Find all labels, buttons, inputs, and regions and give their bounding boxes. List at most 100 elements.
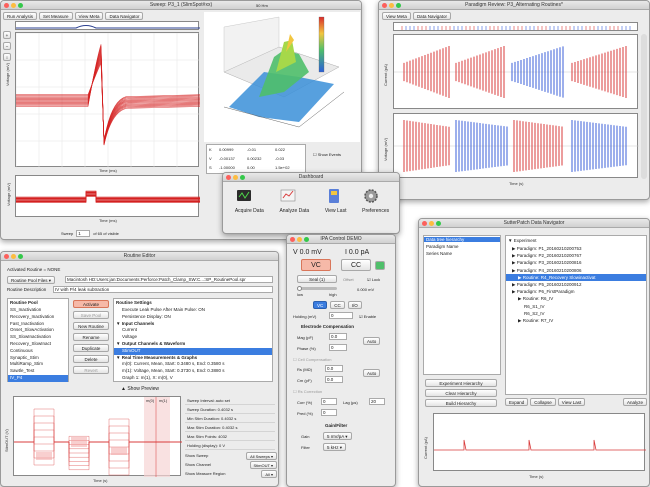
phase-field[interactable]: 0 (329, 344, 347, 351)
data-navigator-button[interactable]: Data Navigator (412, 12, 451, 20)
hierarchy-list[interactable]: Data tree hierarchy Paradigm Name Series… (423, 235, 501, 375)
close-icon[interactable] (4, 3, 9, 8)
set-measure-button[interactable]: Set Measure (39, 12, 73, 20)
cc-clamp-button[interactable]: CC (341, 259, 371, 271)
sweep-overview[interactable] (15, 21, 200, 30)
filter-select[interactable]: 5 kHz ▾ (323, 443, 347, 451)
lag-field[interactable]: 20 (369, 398, 385, 405)
minimize-icon[interactable] (233, 175, 238, 180)
routine-pool-item[interactable]: Sawtle_Test (10, 368, 35, 374)
build-hierarchy-button[interactable]: Build Hierarchy (425, 399, 497, 407)
tree-item[interactable]: ▶ Paradigm: P4_20160210200806 (506, 267, 646, 274)
routine-pool-item[interactable]: Continuous (10, 347, 33, 353)
routine-setting-item[interactable]: Execute Leak Pulse After Main Pulse: ON (122, 307, 206, 312)
routine-pool-item[interactable]: SS_SlowInactivation (10, 334, 52, 340)
routine-pool-files-select[interactable]: Routine Pool Files ▾ (7, 276, 56, 284)
tree-item[interactable]: ▶ Routine: R7_IV (506, 317, 646, 324)
mag-field[interactable]: 0.0 (329, 333, 347, 340)
seal-button[interactable]: Seal (1) (297, 275, 337, 283)
disclosure-icon[interactable]: ▶ (512, 289, 517, 295)
paradigm-scrollbar[interactable] (641, 34, 647, 179)
minimize-icon[interactable] (429, 221, 434, 226)
minimize-icon[interactable] (297, 237, 302, 242)
fit-icon[interactable]: ↕ (3, 53, 11, 61)
gain-select[interactable]: 5 mV/pA ▾ (323, 432, 352, 440)
show-channel-select[interactable]: StimOUT ▾ (249, 460, 277, 469)
zoom-icon[interactable] (240, 175, 245, 180)
cm-field[interactable]: 0.0 (325, 376, 343, 383)
mode-cc-button[interactable]: CC (330, 301, 345, 309)
rs-correction-checkbox[interactable]: ☐ Rs Correction (293, 389, 323, 394)
3d-surface-plot[interactable] (204, 12, 360, 142)
rs-field[interactable]: 0.0 (325, 365, 343, 372)
expand-button[interactable]: Expand (505, 398, 529, 406)
corr-field[interactable]: 0 (321, 398, 337, 405)
mode-vc-button[interactable]: VC (313, 301, 328, 309)
enable-checkbox[interactable]: ☑ Enable (359, 314, 377, 319)
routine-setting-item[interactable]: ▼ Input Channels (116, 320, 155, 326)
disclosure-icon[interactable]: ▶ (512, 267, 517, 273)
routine-pool-item[interactable]: Recovery_SlowInact (10, 340, 52, 346)
view-last-button[interactable]: View Last (325, 187, 346, 214)
zoom-out-icon[interactable]: − (3, 42, 11, 50)
routine-pool-item[interactable]: MultiRamp_Stim (10, 361, 44, 367)
zoom-icon[interactable] (18, 254, 23, 259)
view-meta-button[interactable]: View Meta (74, 12, 104, 20)
seal-slider[interactable] (297, 286, 337, 291)
tree-item[interactable]: ▶ Paradigm: P6_FirstParadigm (506, 288, 646, 295)
zoom-icon[interactable] (18, 3, 23, 8)
experiment-tree[interactable]: ▼ Experiment ▶ Paradigm: P1_201602102007… (505, 235, 647, 395)
paradigm-current-plot[interactable] (393, 34, 639, 109)
routine-setting-item[interactable]: Persistence Display: ON (122, 313, 171, 319)
analyze-data-button[interactable]: Analyze Data (279, 187, 309, 214)
close-icon[interactable] (226, 175, 231, 180)
paradigm-voltage-plot[interactable] (393, 113, 639, 178)
routine-setting-item[interactable]: m(1): Voltage, Mean, Start: 0.3730 s, En… (122, 368, 225, 374)
view-last-button[interactable]: View Last (557, 398, 586, 406)
navigator-preview-plot[interactable] (433, 413, 646, 471)
show-events-checkbox[interactable]: ☐ Show Events (313, 152, 342, 157)
disclosure-icon[interactable]: ▶ (518, 317, 523, 323)
routine-setting-item[interactable]: Graph 1: m(1), X: m(0), V (122, 374, 173, 380)
hierarchy-item[interactable]: Series Name (426, 251, 453, 256)
acquire-data-button[interactable]: Acquire Data (235, 187, 264, 214)
routine-setting-item[interactable]: ▼ Real Time Measurements & Graphs (116, 354, 198, 360)
routine-setting-item[interactable]: StimOUT (114, 347, 272, 355)
cell-auto-button[interactable]: Auto (363, 369, 381, 377)
zoom-icon[interactable] (304, 237, 309, 242)
disclosure-icon[interactable]: ▶ (518, 296, 523, 302)
tree-item[interactable]: ▶ Paradigm: P3_20160210200816 (506, 259, 646, 266)
routine-pool-item[interactable]: Onset_SlowActivation (10, 327, 54, 333)
routine-pool-item[interactable]: Synaptic_Stim (10, 354, 39, 360)
routine-pool-item[interactable]: Recovery_Inactivation (10, 313, 55, 319)
revert-button[interactable]: Revert (73, 366, 109, 374)
routine-pool-item[interactable]: IV_P4 (8, 374, 68, 382)
data-navigator-button[interactable]: Data Navigator (105, 12, 144, 20)
tree-item[interactable]: R6_S1_IV (506, 303, 646, 310)
run-analysis-button[interactable]: Run Analysis (3, 12, 38, 20)
tree-root[interactable]: ▼ Experiment (508, 238, 537, 243)
hierarchy-header[interactable]: Data tree hierarchy (424, 237, 500, 242)
waveform-preview-plot[interactable]: m(0) m(1) (13, 396, 182, 477)
tree-item[interactable]: ▶ Paradigm: P5_20160210200912 (506, 281, 646, 288)
new-routine-button[interactable]: New Routine (73, 322, 109, 330)
zoom-in-icon[interactable]: + (3, 31, 11, 39)
routine-setting-item[interactable]: Current (122, 327, 138, 333)
routine-pool-item[interactable]: SS_Inactivation (10, 307, 42, 312)
routine-pool-item[interactable]: Fast_Inactivation (10, 320, 45, 326)
delete-button[interactable]: Delete (73, 355, 109, 363)
rename-button[interactable]: Rename (73, 333, 109, 341)
save-pool-button[interactable]: Save Pool (73, 311, 109, 319)
paradigm-overview[interactable] (393, 22, 638, 31)
disclosure-icon[interactable]: ▶ (512, 246, 517, 251)
holding-field[interactable]: 0 (329, 312, 353, 319)
electrode-auto-button[interactable]: Auto (363, 337, 381, 345)
mode-io-button[interactable]: I/O (347, 301, 362, 309)
close-icon[interactable] (290, 237, 295, 242)
description-field[interactable]: IV with P/4 leak subtraction (53, 286, 273, 293)
duplicate-button[interactable]: Duplicate (73, 344, 109, 352)
disclosure-icon[interactable]: ▶ (512, 260, 517, 266)
sweep-number-field[interactable]: 1 (76, 230, 91, 237)
hierarchy-item[interactable]: Paradigm Name (426, 244, 459, 249)
preferences-button[interactable]: Preferences (362, 187, 389, 214)
